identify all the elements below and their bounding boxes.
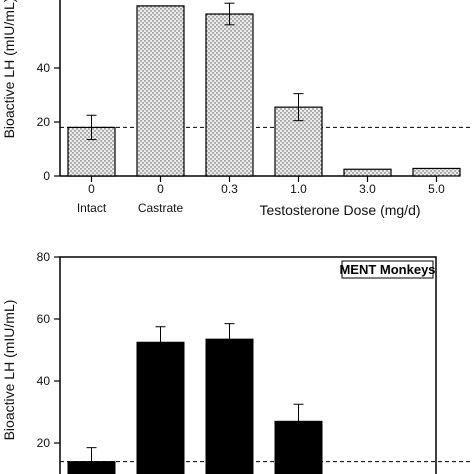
bottom-panel: 20 40 60 80 Bioactive LH (mIU/mL) MENT Monk… — [1, 250, 472, 474]
top-x-tick-label: 1.0 — [290, 182, 307, 196]
bottom-y-tick-label: 60 — [37, 312, 51, 326]
top-x-group-label: Intact — [77, 201, 107, 215]
top-x-tick-label: 0 — [88, 182, 95, 196]
top-bar — [136, 5, 185, 177]
top-x-tick-label: 0.3 — [221, 182, 238, 196]
bottom-bar — [205, 338, 254, 474]
top-x-ticks: 0 Intact 0 Castrate 0.3 1.0 3.0 5.0 — [77, 176, 445, 215]
bottom-bar — [67, 461, 116, 474]
top-bar — [274, 106, 323, 177]
top-x-group-label: Castrate — [138, 201, 184, 215]
bottom-y-tick-label: 40 — [37, 374, 51, 388]
top-bar — [412, 167, 461, 177]
bottom-y-ticks: 20 40 60 80 — [37, 250, 60, 450]
top-bars — [67, 2, 461, 177]
top-y-tick-label: 20 — [37, 115, 51, 129]
top-panel: 0 20 40 0 Intact 0 Castrate 0.3 1.0 3.0 5.0 Bioac… — [1, 0, 472, 218]
top-bar — [343, 168, 392, 177]
bottom-bars — [67, 323, 323, 474]
bottom-y-axis-title: Bioactive LH (mIU/mL) — [1, 300, 17, 441]
bottom-plot-frame — [59, 256, 437, 474]
top-y-axis-title: Bioactive LH (mIU/mL) — [1, 0, 17, 138]
legend-label: MENT Monkeys — [339, 262, 435, 277]
bottom-bar — [136, 341, 185, 474]
bottom-y-tick-label: 20 — [37, 436, 51, 450]
legend-box — [341, 260, 434, 279]
top-y-tick-label: 0 — [43, 169, 50, 183]
top-x-tick-label: 3.0 — [359, 182, 376, 196]
top-x-axis-title: Testosterone Dose (mg/d) — [259, 202, 420, 218]
top-x-tick-label: 0 — [157, 182, 164, 196]
top-y-ticks: 0 20 40 — [37, 61, 60, 183]
bottom-y-tick-label: 80 — [37, 250, 51, 264]
top-x-tick-label: 5.0 — [428, 182, 445, 196]
top-y-tick-label: 40 — [37, 61, 51, 75]
top-bar — [205, 13, 254, 177]
bottom-bar — [274, 420, 323, 474]
bottom-legend: MENT Monkeys — [339, 260, 436, 279]
